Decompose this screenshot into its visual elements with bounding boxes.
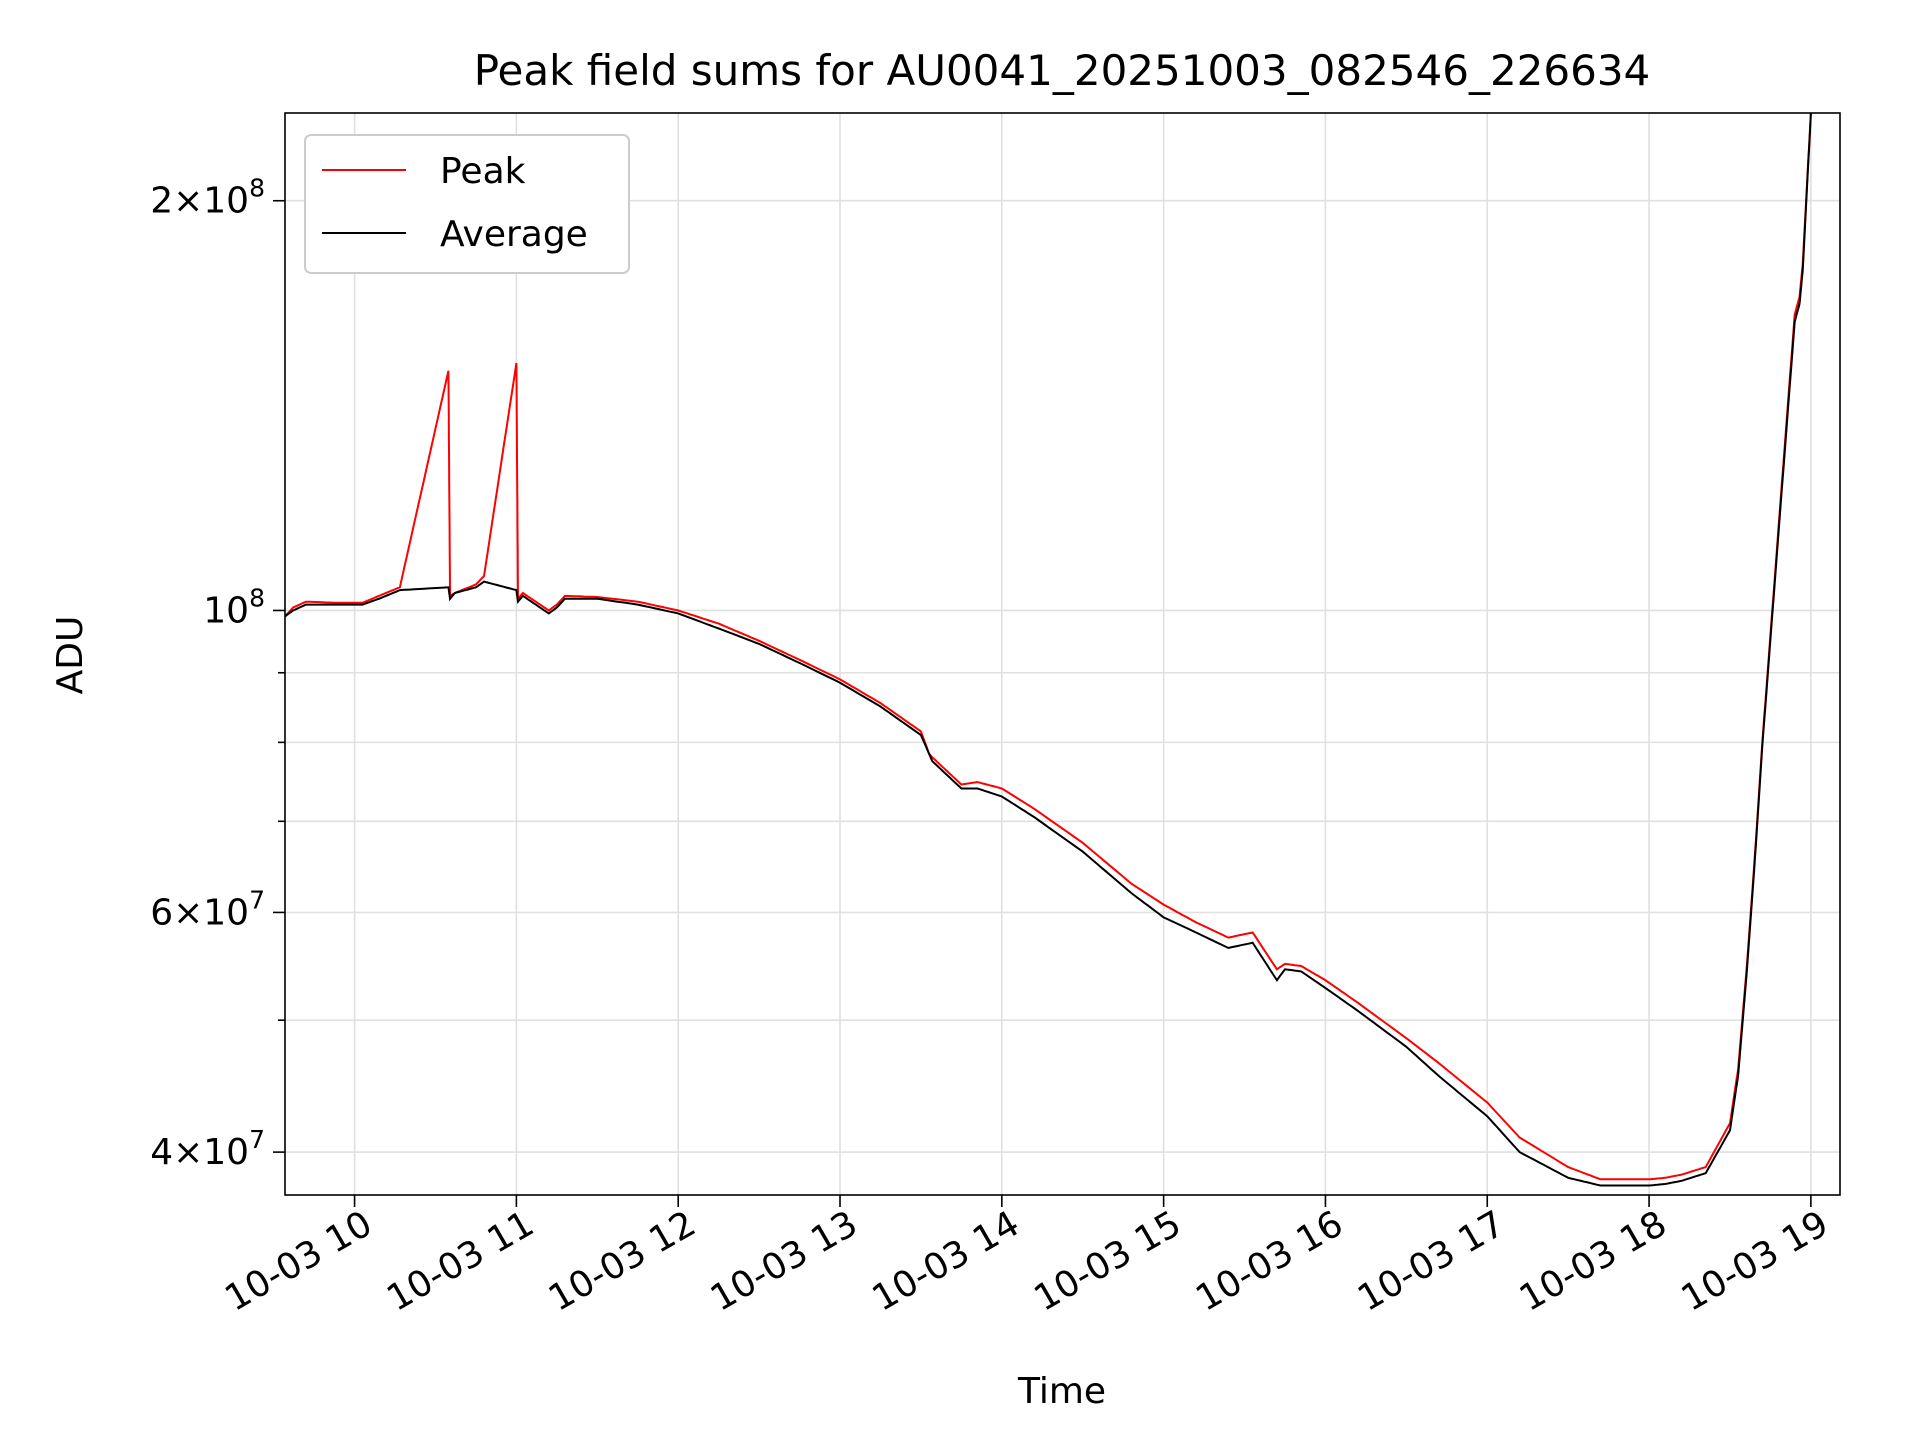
x-tick-label: 10-03 10 bbox=[218, 1203, 379, 1319]
grid-layer bbox=[285, 113, 1840, 1195]
legend-label-average: Average bbox=[440, 214, 588, 255]
x-tick-label: 10-03 14 bbox=[866, 1203, 1027, 1319]
y-tick-label: 6×107 bbox=[150, 885, 265, 933]
legend-label-peak: Peak bbox=[440, 151, 526, 192]
x-tick-label: 10-03 12 bbox=[542, 1203, 703, 1319]
axes-frame bbox=[284, 112, 1841, 1196]
legend: Peak Average bbox=[304, 134, 630, 274]
series-line-peak bbox=[285, 113, 1812, 1181]
series-line-average bbox=[285, 113, 1812, 1187]
x-tick-label: 10-03 13 bbox=[704, 1203, 865, 1319]
y-tick-label: 4×107 bbox=[150, 1125, 265, 1173]
x-tick-label: 10-03 17 bbox=[1351, 1203, 1512, 1319]
tick-layer: 10-03 10 10-03 11 10-03 12 10-03 13 10-03 14… bbox=[150, 174, 1835, 1320]
x-tick-label: 10-03 11 bbox=[380, 1203, 541, 1319]
y-tick-label: 108 bbox=[203, 583, 265, 631]
y-tick-label: 2×108 bbox=[150, 174, 265, 222]
x-tick-label: 10-03 19 bbox=[1675, 1203, 1836, 1319]
x-axis-label: Time bbox=[1017, 1371, 1106, 1412]
x-tick-label: 10-03 18 bbox=[1513, 1203, 1674, 1319]
chart-title: Peak field sums for AU0041_20251003_0825… bbox=[474, 46, 1651, 95]
x-tick-label: 10-03 16 bbox=[1189, 1203, 1350, 1319]
series-layer bbox=[285, 113, 1812, 1187]
y-axis-label: ADU bbox=[50, 616, 91, 695]
x-tick-label: 10-03 15 bbox=[1027, 1203, 1188, 1319]
